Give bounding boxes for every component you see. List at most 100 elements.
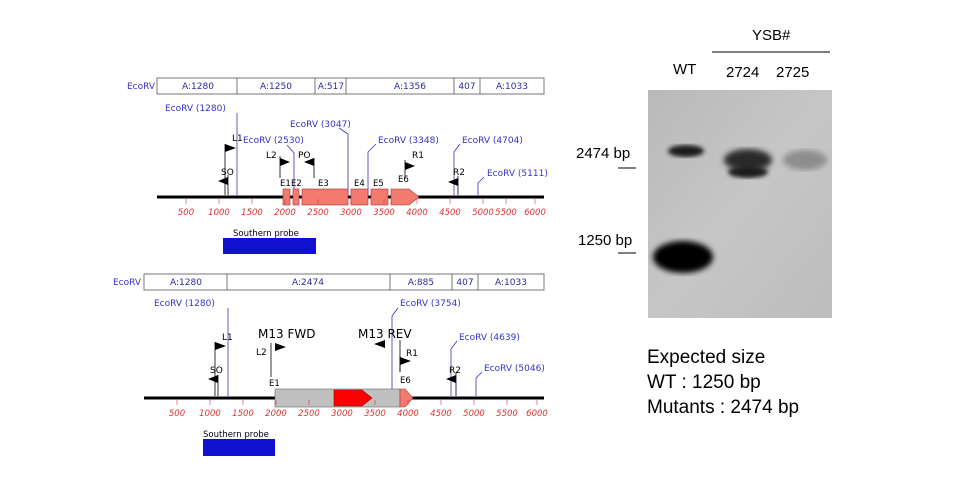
ruler-tick-label: 3000 [331,409,353,419]
ruler-tick-label: 2000 [265,409,287,419]
ruler-tick-label: 4500 [439,208,461,218]
ruler-tick-label: 6000 [524,208,546,218]
primer-label: PO [298,151,311,161]
segment-row-box [143,273,545,291]
ruler-tick-label: 5500 [496,409,518,419]
segment-row-label: EcoRV [113,278,142,288]
site-label: EcoRV (3754) [400,299,461,309]
ruler-tick-marks [185,199,536,204]
primer-arrowheads [218,144,458,186]
band-2724 [724,149,772,171]
segment-label: 407 [458,82,475,92]
primer-label: M13 REV [358,327,412,341]
southern-probe-bar [203,439,275,456]
ruler-tick-label: 3500 [373,208,395,218]
site-label: EcoRV (3047) [290,120,351,130]
exon-label: E6 [400,376,411,386]
gel-image [648,90,832,318]
ruler-ticks: 500 1000 1500 2000 2500 3000 3500 4000 4… [169,409,548,419]
segment-label: 407 [456,278,473,288]
segment-label: A:1356 [394,82,426,92]
ruler-tick-label: 1000 [199,409,221,419]
ruler-tick-label: 500 [169,409,185,419]
segment-label: A:1280 [170,278,202,288]
site-label: EcoRV (5111) [487,169,548,179]
gel-bands [653,145,827,273]
ruler-tick-label: 2500 [307,208,329,218]
marker-label-1250: 1250 bp [578,232,633,249]
ruler-tick-label: 5000 [463,409,485,419]
primer-label: R2 [449,366,461,376]
site-label: EcoRV (1280) [154,299,215,309]
ruler-tick-label: 5500 [495,208,517,218]
primer-arrowheads [208,340,456,383]
ruler-tick-label: 4500 [430,409,452,419]
ruler-tick-label: 2500 [298,409,320,419]
exon-blocks [282,188,420,206]
exon-label: E1 [280,179,291,189]
probe-label: Southern probe [203,430,269,440]
exon-label: E5 [373,179,384,189]
exon-label: E2 [291,179,302,189]
ysb-group-label: YSB# [752,27,791,44]
ruler-tick-label: 1500 [241,208,263,218]
segment-label: A:1033 [496,82,528,92]
marker-gene-arrow [333,389,373,407]
site-label: EcoRV (1280) [165,104,226,114]
segment-label: A:2474 [292,278,324,288]
exon-block [399,388,414,408]
ruler-tick-label: 2000 [274,208,296,218]
expected-size-block: Expected size WT : 1250 bp Mutants : 247… [647,345,799,420]
segment-label: A:1033 [495,278,527,288]
probe-label: Southern probe [233,229,299,239]
mutant-map: EcoRV A:1280 A:2474 A:885 407 A:1033 Eco… [113,273,548,456]
primer-label: L2 [256,348,267,358]
primer-label: R1 [406,349,418,359]
lane-label-2725: 2725 [776,64,810,81]
site-label: EcoRV (4639) [459,333,520,343]
primer-label: R2 [453,168,465,178]
primer-label: M13 FWD [258,327,315,341]
exon-label: E6 [398,175,409,185]
segment-row-box [156,77,545,95]
ruler-tick-label: 4000 [397,409,419,419]
site-label: EcoRV (4704) [462,136,523,146]
lane-label-wt: WT [673,61,697,78]
ruler-tick-label: 6000 [526,409,548,419]
ruler-tick-label: 3500 [364,409,386,419]
expected-size-mutants: Mutants : 2474 bp [647,397,800,418]
expected-size-title: Expected size [647,347,766,368]
primer-label: SO [210,366,223,376]
primer-label: L1 [222,333,233,343]
lane-label-2724: 2724 [726,64,760,81]
ruler-tick-label: 3000 [340,208,362,218]
exon-label: E1 [269,379,280,389]
southern-probe-bar [223,238,316,254]
ruler-tick-label: 1500 [232,409,254,419]
band-wt-upper [668,145,704,157]
ruler-tick-label: 5000 [472,208,494,218]
ruler-tick-label: 500 [178,208,194,218]
ruler-ticks: 500 1000 1500 2000 2500 3000 3500 4000 4… [178,208,546,218]
site-label: EcoRV (2530) [243,136,304,146]
exon-label: E3 [318,179,329,189]
band-2724-lower [728,166,768,178]
segment-dividers [226,274,479,290]
segment-dividers [236,78,481,94]
ruler-tick-label: 4000 [406,208,428,218]
primer-label: L2 [266,151,277,161]
marker-label-2474: 2474 bp [576,145,631,162]
segment-label: A:885 [408,278,434,288]
southern-blot-gel [618,51,832,318]
segment-row-label: EcoRV [127,82,156,92]
ruler-tick-label: 1000 [208,208,230,218]
segment-label: A:1280 [182,82,214,92]
wildtype-map: EcoRV A:1280 A:1250 A:517 A:1356 407 A:1… [127,77,548,254]
segment-label: A:517 [318,82,344,92]
expected-size-wt: WT : 1250 bp [647,372,761,393]
band-wt-lower [653,241,713,273]
primer-label: L1 [232,134,243,144]
primer-label: R1 [412,151,424,161]
site-label: EcoRV (3348) [378,136,439,146]
